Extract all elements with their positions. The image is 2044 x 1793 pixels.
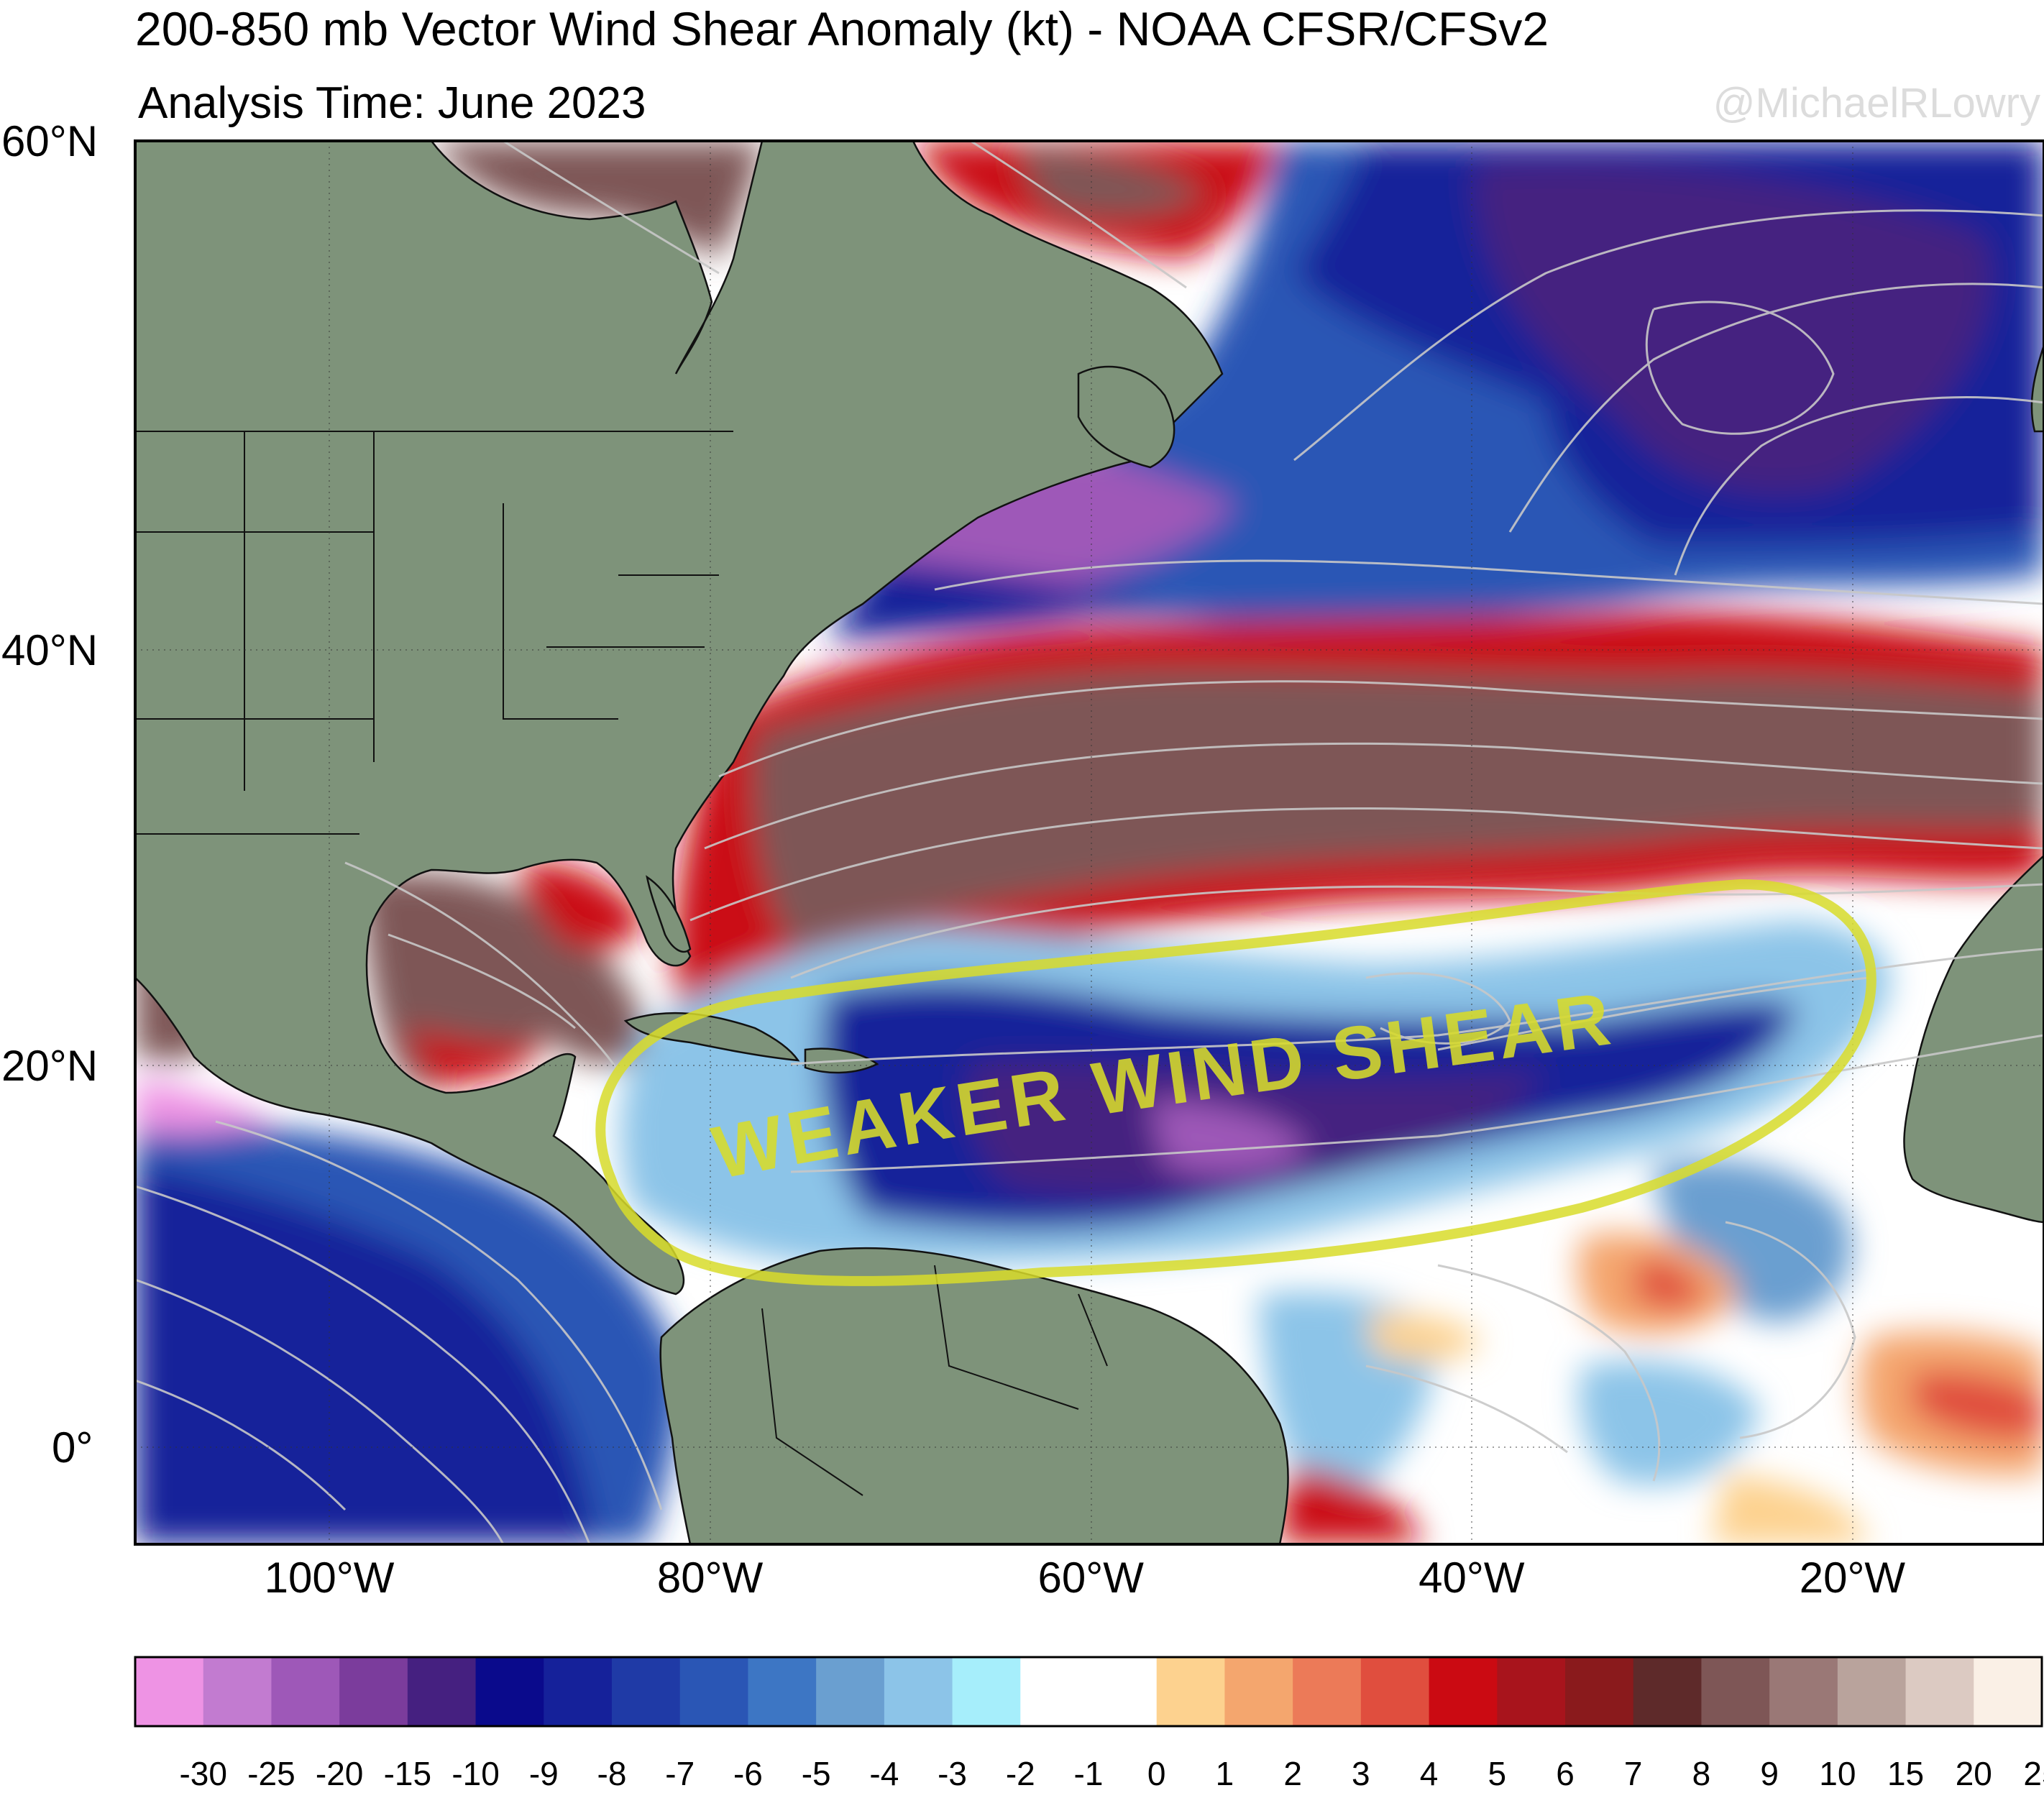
colorbar-tick-label: -25 xyxy=(247,1755,295,1792)
colorbar-swatch xyxy=(339,1657,408,1726)
colorbar-tick-label: 20 xyxy=(1955,1755,1992,1792)
colorbar-swatch xyxy=(679,1657,748,1726)
colorbar-swatch xyxy=(1701,1657,1770,1726)
colorbar-swatch xyxy=(1905,1657,1974,1726)
colorbar-tick-label: -10 xyxy=(452,1755,500,1792)
colorbar-tick-label: 0 xyxy=(1147,1755,1166,1792)
graticule xyxy=(135,141,2044,1544)
colorbar-tick-label: 9 xyxy=(1760,1755,1779,1792)
colorbar-tick-label: 1 xyxy=(1215,1755,1234,1792)
political-borders xyxy=(135,431,1108,1496)
analysis-time: Analysis Time: June 2023 xyxy=(138,78,646,128)
colorbar-tick-label: -2 xyxy=(1005,1755,1035,1792)
lat-label: 0° xyxy=(52,1423,93,1472)
shear-anomaly-field xyxy=(135,141,2044,1544)
colorbar-swatch xyxy=(1633,1657,1702,1726)
colorbar-tick-label: -30 xyxy=(179,1755,227,1792)
colorbar-swatch xyxy=(475,1657,544,1726)
lat-label: 20°N xyxy=(1,1042,98,1090)
colorbar-tick-label: 5 xyxy=(1488,1755,1507,1792)
colorbar-tick-label: 4 xyxy=(1419,1755,1439,1792)
colorbar-tick-label: 10 xyxy=(1819,1755,1856,1792)
streamlines xyxy=(135,141,2044,1544)
colorbar-tick-label: -9 xyxy=(528,1755,559,1792)
credit-watermark: @MichaelRLowry xyxy=(1713,80,2040,127)
colorbar-swatch xyxy=(1360,1657,1430,1726)
colorbar-swatch xyxy=(203,1657,272,1726)
colorbar-swatch xyxy=(1974,1657,2043,1726)
colorbar-swatch xyxy=(1293,1657,1362,1726)
map-title: 200-850 mb Vector Wind Shear Anomaly (kt… xyxy=(135,2,1549,55)
colorbar-tick-label: -20 xyxy=(315,1755,364,1792)
colorbar-tick-label: 7 xyxy=(1623,1755,1643,1792)
colorbar-tick-label: 2 xyxy=(1283,1755,1302,1792)
colorbar-swatch xyxy=(816,1657,885,1726)
colorbar-tick-label: -6 xyxy=(733,1755,763,1792)
lon-label: 100°W xyxy=(264,1554,395,1602)
colorbar-swatch xyxy=(407,1657,477,1726)
colorbar-tick-label: -4 xyxy=(869,1755,899,1792)
colorbar-swatch xyxy=(1769,1657,1838,1726)
colorbar-swatch xyxy=(1224,1657,1293,1726)
lon-label: 20°W xyxy=(1799,1554,1906,1602)
lon-label: 60°W xyxy=(1037,1554,1144,1602)
colorbar-swatch xyxy=(612,1657,681,1726)
map-frame xyxy=(134,139,2044,1546)
colorbar-tick-label: -8 xyxy=(597,1755,627,1792)
lon-label: 80°W xyxy=(656,1554,764,1602)
lat-label: 40°N xyxy=(1,626,98,674)
colorbar-tick-label: 15 xyxy=(1887,1755,1925,1792)
colorbar-tick-label: -1 xyxy=(1073,1755,1104,1792)
colorbar-tick-label: -3 xyxy=(938,1755,968,1792)
colorbar-frame xyxy=(134,1656,2043,1728)
land-masses xyxy=(135,141,2044,1544)
weaker-shear-outline xyxy=(595,879,1876,1286)
colorbar-tick-label: -15 xyxy=(383,1755,432,1792)
colorbar-swatch xyxy=(884,1657,953,1726)
colorbar-swatch xyxy=(952,1657,1021,1726)
colorbar-tick-label: 6 xyxy=(1556,1755,1575,1792)
colorbar-swatch xyxy=(135,1657,204,1726)
colorbar-tick-label: 25 xyxy=(2023,1755,2044,1792)
colorbar-swatch xyxy=(544,1657,613,1726)
colorbar-swatch xyxy=(1156,1657,1225,1726)
colorbar-swatch xyxy=(748,1657,817,1726)
colorbar-swatch xyxy=(1429,1657,1498,1726)
colorbar-tick-label: -5 xyxy=(801,1755,831,1792)
colorbar-swatch xyxy=(1089,1657,1158,1726)
colorbar-swatch xyxy=(271,1657,340,1726)
colorbar-tick-label: -7 xyxy=(665,1755,695,1792)
colorbar-swatch xyxy=(1497,1657,1566,1726)
lon-label: 40°W xyxy=(1419,1554,1525,1602)
colorbar-swatch xyxy=(1020,1657,1089,1726)
colorbar-swatch xyxy=(1837,1657,1907,1726)
colorbar-swatch xyxy=(1565,1657,1634,1726)
colorbar-tick-label: 3 xyxy=(1352,1755,1370,1792)
colorbar-tick-label: 8 xyxy=(1692,1755,1711,1792)
lat-label: 60°N xyxy=(1,117,98,165)
